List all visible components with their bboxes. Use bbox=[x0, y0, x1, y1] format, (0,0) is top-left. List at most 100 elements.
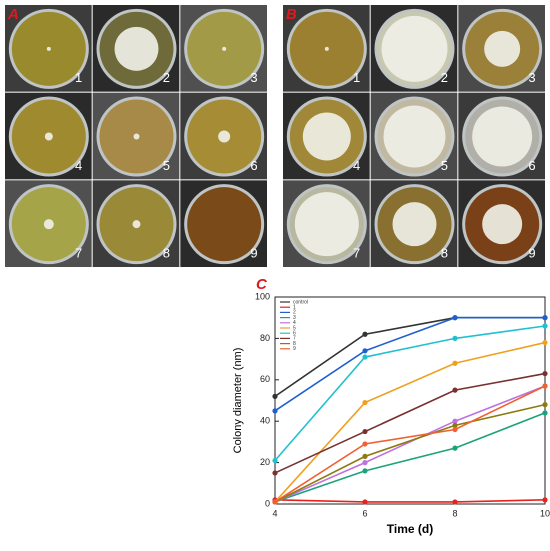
x-tick-label: 4 bbox=[272, 508, 277, 518]
dish-number: 2 bbox=[441, 70, 448, 85]
data-point bbox=[452, 426, 458, 433]
data-point bbox=[272, 457, 278, 464]
y-tick-label: 40 bbox=[260, 416, 270, 426]
data-point bbox=[452, 499, 458, 505]
data-point bbox=[362, 499, 368, 505]
colony bbox=[133, 133, 140, 140]
data-point bbox=[452, 422, 458, 428]
legend-label: 7 bbox=[293, 336, 296, 342]
data-point bbox=[362, 354, 368, 360]
dish-number: 8 bbox=[441, 245, 448, 260]
panel-label: A bbox=[7, 6, 19, 23]
data-point bbox=[452, 335, 458, 341]
colony bbox=[484, 30, 521, 67]
data-point bbox=[272, 470, 278, 476]
legend-label: 5 bbox=[293, 325, 296, 331]
data-point bbox=[362, 460, 368, 466]
legend-label: 9 bbox=[293, 346, 296, 352]
data-point bbox=[452, 445, 458, 451]
data-point bbox=[452, 418, 458, 424]
data-point bbox=[542, 402, 548, 408]
data-point bbox=[272, 393, 278, 399]
dish-number: 9 bbox=[250, 245, 257, 260]
data-point bbox=[542, 339, 548, 346]
data-point bbox=[542, 323, 548, 329]
y-tick-label: 20 bbox=[260, 457, 270, 467]
legend-label: 1 bbox=[293, 305, 296, 311]
dish-number: 9 bbox=[528, 245, 535, 260]
series-line bbox=[274, 499, 546, 503]
data-point bbox=[452, 360, 458, 366]
colony bbox=[482, 204, 523, 245]
dish-number: 3 bbox=[250, 70, 257, 85]
dish-number: 1 bbox=[353, 70, 360, 85]
legend-label: 4 bbox=[293, 320, 296, 326]
x-tick-label: 10 bbox=[540, 508, 550, 518]
colony bbox=[302, 112, 351, 161]
series-line bbox=[274, 372, 546, 474]
dish-number: 5 bbox=[441, 158, 448, 173]
colony bbox=[114, 26, 159, 71]
series-line bbox=[274, 412, 546, 503]
photo-panel: 1 2 3 4 5 6 7 8 9 A bbox=[5, 5, 267, 267]
dish-number: 6 bbox=[250, 158, 257, 173]
photo-panel: 1 2 3 4 5 6 7 8 9 B bbox=[283, 5, 545, 267]
data-point bbox=[362, 331, 368, 337]
data-point bbox=[542, 383, 548, 389]
colony bbox=[44, 132, 53, 141]
series-line bbox=[274, 341, 546, 503]
data-point bbox=[362, 468, 368, 474]
dish-number: 4 bbox=[353, 158, 360, 173]
panel-label: C bbox=[256, 276, 268, 293]
colony bbox=[383, 105, 446, 168]
series-line bbox=[274, 385, 546, 503]
dish-number: 7 bbox=[353, 245, 360, 260]
dish-number: 2 bbox=[163, 70, 170, 85]
legend-label: 3 bbox=[293, 315, 296, 321]
y-tick-label: 100 bbox=[255, 291, 270, 301]
colony bbox=[218, 130, 231, 143]
panel-label: B bbox=[286, 6, 297, 23]
series-line bbox=[274, 385, 546, 503]
data-point bbox=[362, 348, 368, 354]
data-point bbox=[542, 315, 548, 321]
colony bbox=[294, 192, 359, 257]
data-point bbox=[272, 499, 278, 505]
data-point bbox=[362, 453, 368, 459]
legend-label: 2 bbox=[293, 310, 296, 316]
dish-number: 7 bbox=[75, 245, 82, 260]
y-tick-label: 80 bbox=[260, 333, 270, 343]
colony bbox=[392, 202, 437, 247]
x-tick-label: 6 bbox=[362, 508, 367, 518]
data-point bbox=[452, 387, 458, 393]
legend-label: control bbox=[293, 299, 308, 305]
colony bbox=[472, 106, 533, 167]
data-point bbox=[542, 497, 548, 503]
colony bbox=[132, 220, 141, 229]
data-point bbox=[272, 408, 278, 414]
dish-number: 6 bbox=[528, 158, 535, 173]
data-point bbox=[542, 410, 548, 416]
colony bbox=[222, 46, 227, 51]
series-line bbox=[274, 316, 545, 412]
dish-agar bbox=[187, 187, 262, 262]
legend-label: 6 bbox=[293, 331, 296, 337]
x-axis-label: Time (d) bbox=[387, 522, 433, 536]
dish-number: 3 bbox=[528, 70, 535, 85]
data-point bbox=[452, 315, 458, 321]
x-tick-label: 8 bbox=[452, 508, 457, 518]
dish-number: 5 bbox=[163, 158, 170, 173]
plot-frame bbox=[274, 296, 546, 505]
colony bbox=[43, 219, 54, 230]
y-axis-label: Colony diameter (nm) bbox=[232, 348, 244, 454]
dish-number: 4 bbox=[75, 158, 82, 173]
data-point bbox=[542, 370, 548, 377]
data-point bbox=[362, 399, 368, 406]
series-line bbox=[274, 325, 546, 462]
series-line bbox=[274, 403, 546, 503]
dish-number: 8 bbox=[163, 245, 170, 260]
dish-number: 1 bbox=[75, 70, 82, 85]
y-tick-label: 60 bbox=[260, 374, 270, 384]
colony bbox=[46, 46, 51, 51]
